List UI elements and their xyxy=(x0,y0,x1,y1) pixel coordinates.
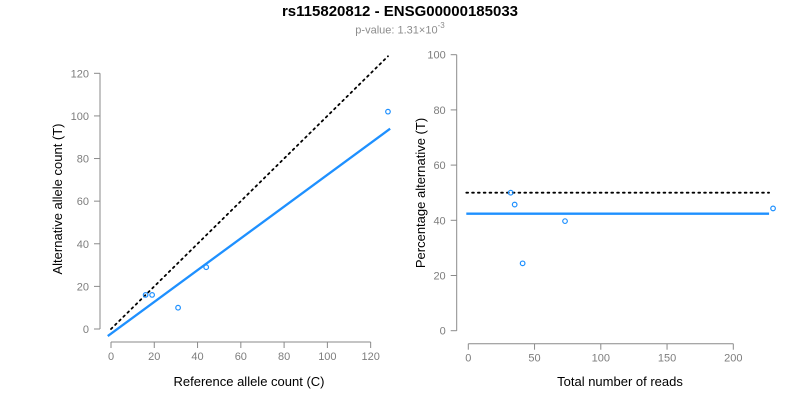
data-point xyxy=(770,205,776,212)
y-tick-label: 80 xyxy=(77,154,89,166)
pvalue-text: p-value: 1.31×10 xyxy=(355,24,438,37)
y-axis-title: Percentage alternative (T) xyxy=(413,118,428,268)
pvalue-exponent: -3 xyxy=(437,21,445,30)
y-tick-label: 0 xyxy=(83,324,89,336)
y-tick-label: 60 xyxy=(433,160,445,172)
y-tick-label: 100 xyxy=(427,50,445,62)
x-tick-label: 40 xyxy=(191,351,203,363)
x-axis-title: Reference allele count (C) xyxy=(173,374,324,389)
y-tick-label: 20 xyxy=(77,281,89,293)
x-tick-label: 100 xyxy=(592,353,610,365)
identity-line xyxy=(110,55,389,330)
data-point xyxy=(562,218,568,225)
data-point xyxy=(507,189,514,196)
x-axis-title: Total number of reads xyxy=(557,374,683,389)
x-tick-label: 0 xyxy=(108,351,114,363)
x-tick-label: 200 xyxy=(724,353,742,365)
y-tick-label: 40 xyxy=(77,239,89,251)
x-tick-label: 120 xyxy=(361,351,379,363)
y-tick-label: 40 xyxy=(433,215,445,227)
x-tick-label: 60 xyxy=(235,351,247,363)
x-tick-label: 0 xyxy=(465,353,471,365)
pvalue-subtitle: p-value: 1.31×10-3 xyxy=(0,21,800,37)
y-tick-label: 0 xyxy=(440,326,446,338)
page-title: rs115820812 - ENSG00000185033 xyxy=(281,3,519,20)
data-point xyxy=(203,264,210,271)
y-tick-label: 100 xyxy=(71,111,89,123)
y-tick-label: 20 xyxy=(433,271,445,283)
right-plot: 0 20 40 60 80 100 0 50 100 150 200 Total number of … xyxy=(413,50,776,389)
data-point xyxy=(175,304,181,311)
left-plot: 0 20 40 60 80 100 120 0 20 40 60 80 100 120 Reference … xyxy=(50,55,391,389)
data-point xyxy=(142,292,149,298)
x-tick-label: 150 xyxy=(658,353,676,365)
fit-line xyxy=(107,127,391,337)
y-axis-title: Alternative allele count (T) xyxy=(50,123,65,274)
x-tick-label: 100 xyxy=(318,351,336,363)
x-tick-label: 20 xyxy=(148,351,160,363)
x-tick-label: 80 xyxy=(278,351,290,363)
x-tick-label: 50 xyxy=(528,353,540,365)
data-point xyxy=(511,201,518,208)
data-point xyxy=(149,292,156,298)
y-tick-label: 80 xyxy=(433,105,445,117)
y-tick-label: 120 xyxy=(71,68,89,80)
y-tick-label: 60 xyxy=(77,196,89,208)
data-point xyxy=(519,260,526,267)
data-point xyxy=(385,108,391,115)
